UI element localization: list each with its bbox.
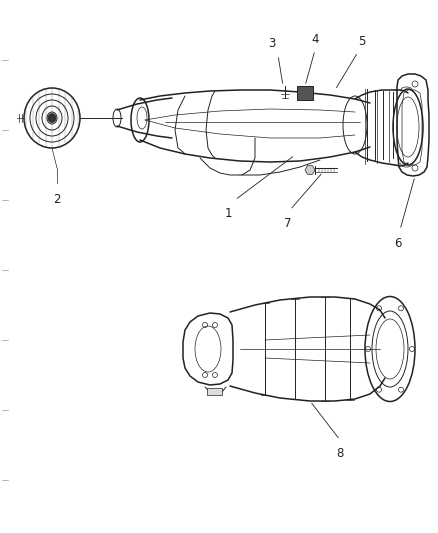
Polygon shape <box>207 388 222 395</box>
Text: 4: 4 <box>311 33 319 46</box>
Text: 5: 5 <box>358 35 366 48</box>
Text: 3: 3 <box>268 37 276 50</box>
Polygon shape <box>305 166 315 174</box>
Text: 6: 6 <box>394 237 402 250</box>
Text: 8: 8 <box>336 447 344 460</box>
Text: 7: 7 <box>284 217 292 230</box>
Polygon shape <box>297 86 313 100</box>
Text: 2: 2 <box>53 193 61 206</box>
Ellipse shape <box>48 114 56 123</box>
Text: 1: 1 <box>224 207 232 220</box>
